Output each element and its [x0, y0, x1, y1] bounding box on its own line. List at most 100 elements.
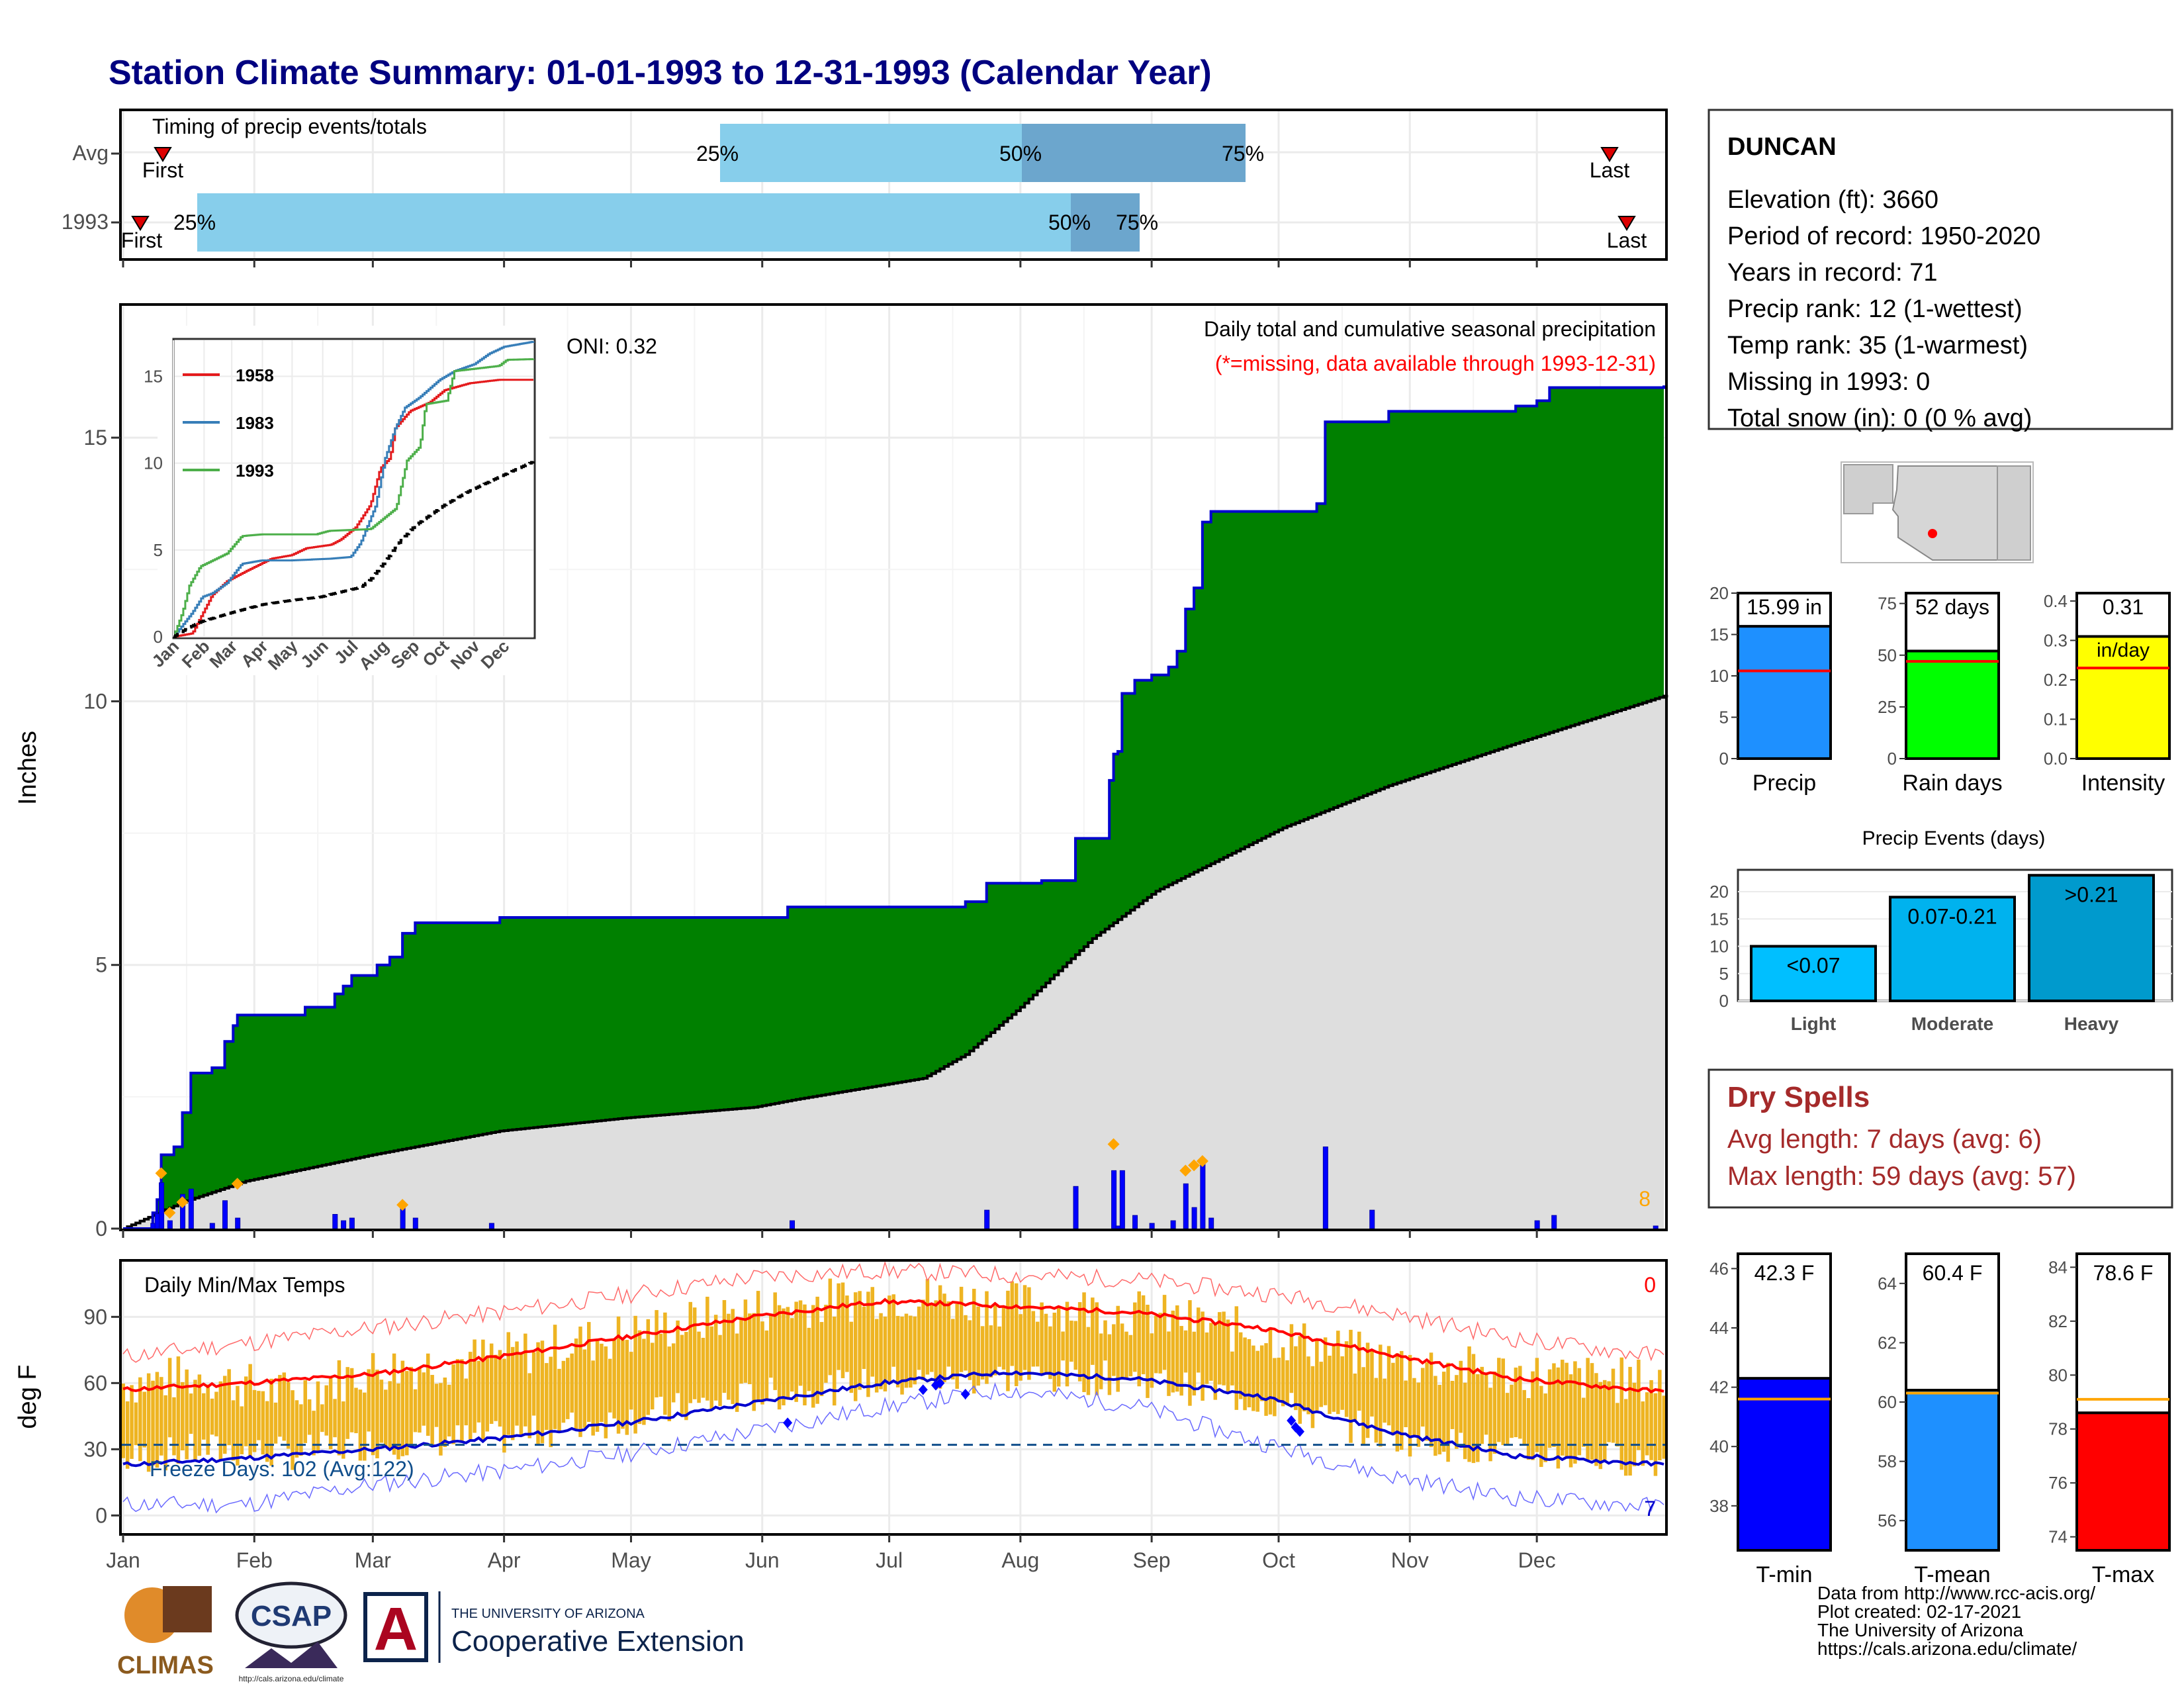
daily-temp-bar [1569, 1374, 1573, 1468]
daily-temp-bar [125, 1401, 130, 1469]
extreme-precip-marker [231, 1178, 244, 1190]
daily-temp-bar [1658, 1370, 1662, 1461]
inset-legend-label: 1983 [236, 413, 274, 433]
daily-temp-bar [1179, 1326, 1183, 1396]
daily-temp-bar [320, 1404, 324, 1432]
daily-temp-bar [392, 1353, 396, 1455]
daily-temp-bar [273, 1402, 278, 1444]
daily-temp-bar [752, 1313, 756, 1411]
daily-temp-bar [1361, 1367, 1365, 1445]
ua-logo-box [363, 1592, 428, 1662]
daily-temp-bar [900, 1316, 904, 1395]
daily-temp-bar [570, 1353, 574, 1413]
daily-temp-bar [312, 1411, 316, 1456]
daily-temp-bar [375, 1370, 379, 1459]
daily-temp-bar [1653, 1393, 1658, 1476]
record-low-marker [918, 1384, 928, 1395]
temp-y-axis-label: deg F [14, 1364, 42, 1429]
daily-temp-bar [1099, 1333, 1103, 1389]
daily-temp-bar [189, 1393, 193, 1434]
daily-temp-bar [959, 1286, 964, 1372]
daily-temp-bar [1073, 1321, 1078, 1370]
y-tick-label: 5 [1719, 964, 1729, 984]
daily-temp-bar [1035, 1321, 1040, 1367]
daily-temp-bar [447, 1384, 451, 1436]
daily-temp-bar [566, 1358, 570, 1419]
daily-temp-bar [837, 1283, 841, 1370]
daily-temp-bar [1201, 1311, 1205, 1401]
month-label: Feb [236, 1548, 273, 1572]
daily-temp-bar [218, 1381, 223, 1460]
daily-temp-bar [1285, 1360, 1289, 1405]
daily-temp-bar [891, 1294, 895, 1367]
daily-temp-bar [1010, 1281, 1015, 1366]
daily-temp-bar [1514, 1367, 1518, 1438]
daily-temp-bar [1573, 1361, 1577, 1464]
daily-temp-bar [1539, 1385, 1543, 1468]
daily-temp-bar [418, 1367, 422, 1433]
daily-temp-bar [1488, 1387, 1492, 1462]
daily-temp-bar [1336, 1331, 1340, 1415]
daily-temp-bar [1107, 1334, 1112, 1395]
daily-temp-bar [396, 1383, 400, 1460]
daily-temp-bar [964, 1315, 968, 1371]
daily-temp-bar [358, 1389, 363, 1461]
daily-temp-bar [578, 1327, 582, 1437]
daily-temp-bar [349, 1368, 354, 1432]
daily-temp-bar [756, 1291, 760, 1401]
month-label: May [611, 1548, 651, 1572]
daily-temp-bar [709, 1326, 713, 1410]
daily-temp-bar [1420, 1368, 1425, 1427]
summary-bar [1737, 625, 1832, 760]
daily-temp-bar [130, 1385, 134, 1459]
daily-temp-bar [985, 1291, 989, 1384]
daily-temp-bar [1623, 1399, 1628, 1476]
daily-temp-bar [1344, 1341, 1349, 1417]
daily-temp-bar [265, 1401, 269, 1462]
daily-temp-bar [138, 1377, 142, 1462]
daily-temp-bar [608, 1358, 612, 1413]
daily-temp-bar [515, 1341, 519, 1426]
y-tick-label: 15 [1709, 909, 1729, 929]
daily-precip-bar [332, 1213, 338, 1229]
daily-temp-bar [845, 1295, 849, 1372]
daily-temp-bar [172, 1397, 176, 1456]
first-label: First [142, 158, 183, 182]
daily-temp-bar [1535, 1358, 1539, 1452]
event-bar [1889, 896, 2016, 1002]
daily-precip-bar [1369, 1209, 1375, 1229]
daily-temp-bar [858, 1291, 862, 1390]
timing-pct-label: 50% [1048, 211, 1091, 234]
daily-temp-bar [1277, 1358, 1281, 1403]
daily-temp-bar [874, 1319, 879, 1393]
daily-temp-bar [1259, 1345, 1264, 1401]
daily-temp-bar [405, 1371, 409, 1456]
daily-temp-bar [1095, 1302, 1099, 1395]
neighbor-state-shape [1997, 465, 2031, 561]
daily-temp-bar [866, 1291, 870, 1397]
daily-temp-bar [1437, 1385, 1442, 1455]
daily-temp-bar [1531, 1371, 1535, 1460]
daily-temp-bar [1048, 1326, 1052, 1380]
daily-temp-bar [1167, 1331, 1171, 1396]
daily-temp-bar [1561, 1360, 1565, 1456]
daily-temp-bar [1264, 1343, 1268, 1416]
daily-temp-bar [1255, 1350, 1260, 1412]
daily-temp-bar [337, 1360, 341, 1456]
daily-temp-bar [1251, 1345, 1255, 1411]
daily-temp-bar [942, 1293, 946, 1382]
daily-temp-bar [811, 1305, 815, 1408]
record-low-marker [960, 1389, 970, 1399]
y-tick-label: 0 [1719, 991, 1729, 1011]
daily-temp-bar [930, 1305, 934, 1372]
y-tick-label: 0.4 [2044, 591, 2068, 611]
daily-temp-bar [574, 1338, 578, 1430]
daily-temp-bar [1226, 1319, 1230, 1392]
oni-label: ONI: 0.32 [567, 334, 657, 358]
daily-temp-bar [481, 1339, 485, 1442]
daily-temp-bar [832, 1316, 837, 1406]
daily-temp-bar [557, 1368, 561, 1433]
y-tick-label: 0.0 [2044, 749, 2068, 769]
temp-bar-label: T-min [1756, 1562, 1813, 1587]
daily-temp-bar [925, 1279, 930, 1375]
